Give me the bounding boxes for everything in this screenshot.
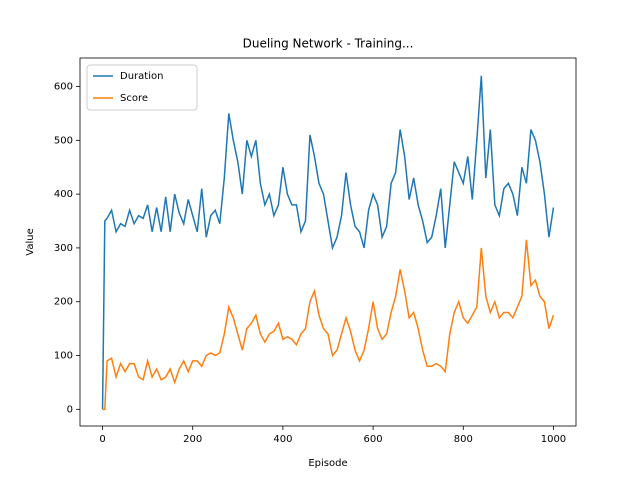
x-tick-label: 1000 — [541, 434, 566, 445]
y-tick-label: 0 — [67, 404, 73, 415]
y-tick-label: 400 — [54, 189, 73, 200]
y-tick-label: 500 — [54, 135, 73, 146]
y-axis-label: Value — [25, 228, 36, 255]
data-line — [102, 239, 555, 411]
legend-label: Score — [120, 93, 148, 104]
y-tick-label: 100 — [54, 351, 73, 362]
y-tick-label: 300 — [54, 243, 73, 254]
x-tick-label: 800 — [454, 434, 473, 445]
y-tick-label: 600 — [54, 82, 73, 93]
legend-box — [86, 64, 198, 111]
legend-label: Duration — [120, 71, 163, 82]
data-line — [101, 75, 555, 410]
x-tick-label: 200 — [183, 434, 202, 445]
x-axis-label: Episode — [308, 458, 347, 469]
y-tick-label: 200 — [54, 297, 73, 308]
x-tick-label: 400 — [273, 434, 292, 445]
x-tick-label: 0 — [99, 434, 105, 445]
plot-frame — [79, 57, 577, 427]
chart-title: Dueling Network - Training... — [243, 37, 414, 51]
x-tick-label: 600 — [364, 434, 383, 445]
